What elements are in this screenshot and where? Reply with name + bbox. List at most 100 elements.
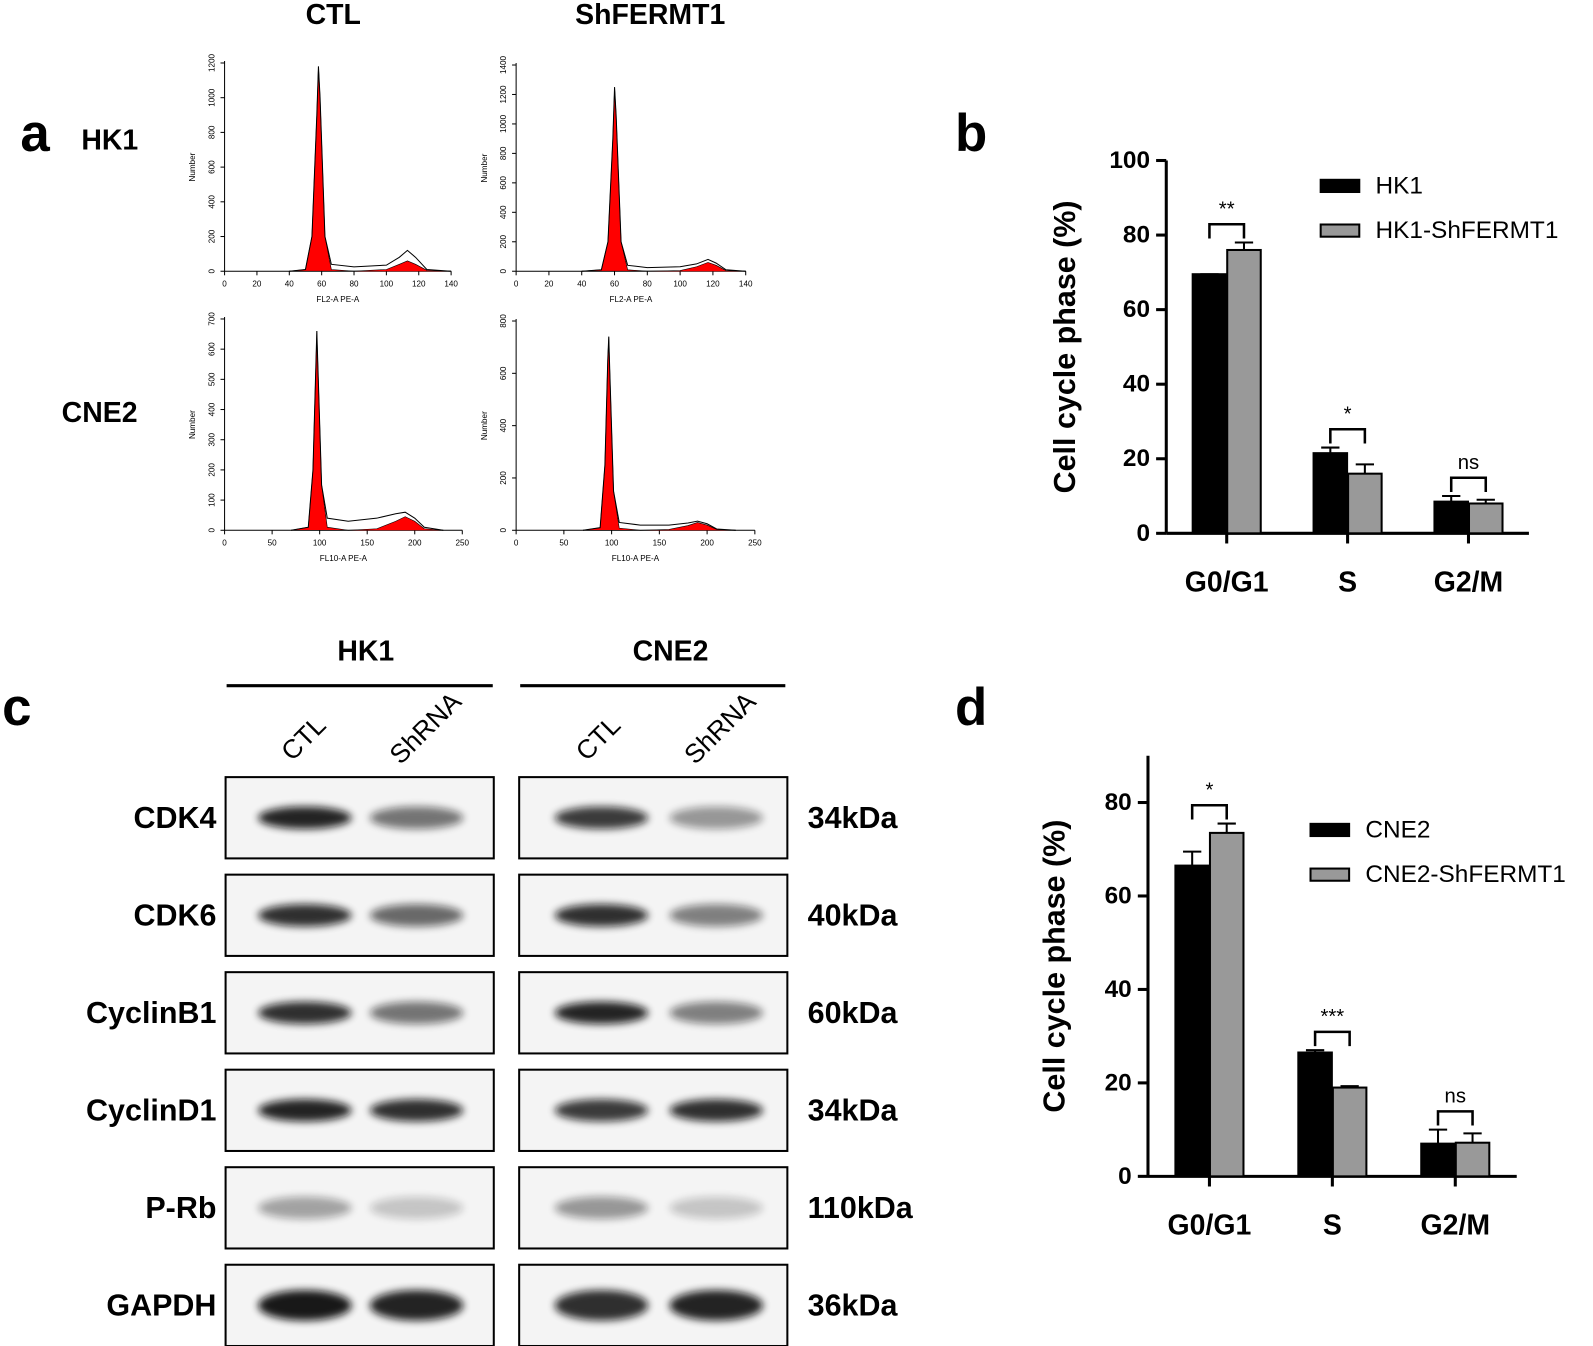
- bar: [1226, 248, 1262, 535]
- x-tick-label: 200: [408, 539, 422, 548]
- band: [554, 1196, 649, 1220]
- legend-label: HK1: [1376, 172, 1423, 199]
- error-bar: [1476, 498, 1495, 504]
- bar: [1420, 1142, 1456, 1178]
- bar: [1312, 452, 1349, 535]
- panel-label: d: [955, 678, 987, 737]
- x-tick-label: 200: [700, 539, 714, 548]
- row-header: HK1: [81, 125, 138, 157]
- x-tick-label: G2/M: [1434, 567, 1504, 599]
- y-tick-label: 20: [1105, 1069, 1132, 1096]
- histogram-fit: [289, 260, 452, 272]
- y-tick-label: 700: [208, 312, 217, 326]
- column-header: CTL: [306, 0, 361, 31]
- legend-label: CNE2: [1365, 816, 1430, 843]
- legend-swatch: [1319, 223, 1361, 238]
- y-tick-label: 1400: [499, 56, 508, 75]
- significance-bracket: [1449, 476, 1488, 492]
- y-tick-label: 400: [208, 195, 217, 209]
- y-tick-label: 0: [1118, 1163, 1132, 1190]
- bar: [1454, 1141, 1491, 1178]
- y-tick-label: 80: [1123, 222, 1150, 249]
- significance-bracket: [1208, 222, 1246, 239]
- band: [369, 1196, 464, 1220]
- y-tick-label: 40: [1123, 371, 1150, 398]
- error-bar: [1355, 463, 1375, 474]
- bar: [1331, 1086, 1368, 1178]
- histogram-fit: [582, 522, 736, 531]
- x-tick-label: 60: [317, 280, 327, 289]
- x-tick-label: 50: [559, 539, 569, 548]
- protein-name: GAPDH: [106, 1288, 216, 1322]
- band: [669, 904, 763, 927]
- band: [369, 1001, 464, 1024]
- x-tick-label: 50: [268, 539, 278, 548]
- y-tick-label: 60: [1105, 882, 1132, 909]
- protein-size: 34kDa: [808, 801, 899, 835]
- y-tick-label: 600: [208, 342, 217, 356]
- legend-swatch: [1309, 867, 1351, 882]
- protein-size: 34kDa: [808, 1093, 899, 1127]
- error-bar: [1305, 1049, 1325, 1053]
- histogram-fit: [289, 66, 452, 272]
- x-tick-label: 20: [544, 280, 554, 289]
- y-tick-label: 1200: [208, 53, 217, 72]
- y-tick-label: 300: [208, 432, 217, 446]
- x-tick-label: 140: [739, 280, 753, 289]
- bar: [1297, 1051, 1333, 1178]
- group-header: CNE2: [633, 636, 709, 668]
- error-bar: [1321, 446, 1340, 454]
- band: [554, 806, 649, 829]
- legend-label: HK1-ShFERMT1: [1376, 217, 1559, 244]
- significance-label: ns: [1445, 1085, 1466, 1107]
- significance-label: ***: [1321, 1006, 1345, 1028]
- column-header: ShFERMT1: [575, 0, 725, 31]
- y-axis-label: Number: [480, 411, 489, 440]
- significance-label: **: [1219, 198, 1235, 220]
- y-tick-label: 1200: [499, 85, 508, 104]
- x-tick-label: 140: [444, 280, 458, 289]
- y-tick-label: 0: [499, 268, 508, 273]
- band: [258, 1099, 352, 1122]
- band: [258, 904, 352, 927]
- x-tick-label: 40: [577, 280, 587, 289]
- bar: [1347, 472, 1383, 535]
- x-tick-label: 250: [456, 539, 470, 548]
- error-bar: [1428, 1128, 1448, 1144]
- error-bar: [1463, 1132, 1482, 1143]
- band: [369, 904, 464, 927]
- band: [554, 1001, 649, 1024]
- histogram-fit: [581, 87, 746, 272]
- bar: [1467, 502, 1504, 535]
- protein-size: 60kDa: [808, 996, 899, 1030]
- significance-label: ns: [1458, 452, 1479, 474]
- protein-name: CDK6: [133, 898, 216, 932]
- y-tick-label: 800: [499, 314, 508, 328]
- x-axis-label: FL2-A PE-A: [610, 295, 653, 304]
- y-tick-label: 200: [208, 463, 217, 477]
- protein-name: CyclinB1: [86, 996, 216, 1030]
- x-axis-label: FL10-A PE-A: [612, 554, 660, 563]
- histogram-fit: [291, 516, 444, 531]
- y-tick-label: 600: [499, 366, 508, 380]
- x-tick-label: 80: [350, 280, 360, 289]
- error-bar: [1340, 1085, 1359, 1088]
- x-axis-label: FL10-A PE-A: [320, 554, 368, 563]
- x-tick-label: 0: [222, 539, 227, 548]
- y-axis-label: Number: [188, 410, 197, 439]
- band: [369, 1099, 464, 1122]
- x-tick-label: 40: [285, 280, 295, 289]
- y-axis-label: Cell cycle phase (%): [1038, 820, 1072, 1113]
- legend-swatch: [1319, 178, 1361, 194]
- protein-size: 110kDa: [808, 1191, 914, 1225]
- x-tick-label: 250: [748, 539, 762, 548]
- band: [554, 1099, 649, 1122]
- y-tick-label: 200: [208, 229, 217, 243]
- band: [369, 1290, 464, 1321]
- x-tick-label: 0: [222, 280, 227, 289]
- y-tick-label: 0: [208, 528, 217, 533]
- bar: [1433, 500, 1469, 535]
- y-tick-label: 500: [208, 372, 217, 386]
- y-tick-label: 100: [1109, 147, 1150, 174]
